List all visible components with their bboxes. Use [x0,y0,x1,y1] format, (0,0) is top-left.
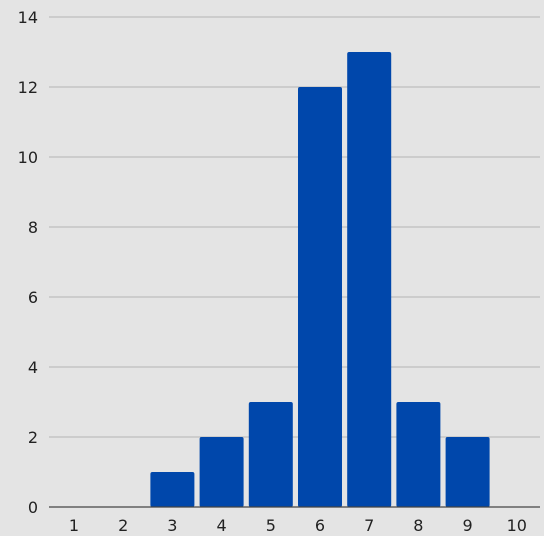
y-axis-ticks: 0 2 4 6 8 10 12 14 [18,8,38,517]
bar-3 [150,472,195,507]
bar-9 [445,437,490,507]
x-tick-label: 7 [364,516,374,535]
x-axis-ticks: 1 2 3 4 5 6 7 8 9 10 [69,516,527,535]
x-tick-label: 6 [315,516,325,535]
y-tick-label: 8 [28,218,38,237]
bar-6 [298,87,342,507]
grid-lines [49,16,540,438]
y-tick-label: 10 [18,148,38,167]
bar-8 [396,402,441,507]
y-tick-label: 14 [18,8,38,27]
bar-5 [248,402,293,507]
y-tick-label: 4 [28,358,38,377]
x-tick-label: 1 [69,516,79,535]
y-tick-label: 0 [28,498,38,517]
x-tick-label: 2 [118,516,128,535]
x-tick-label: 3 [167,516,177,535]
y-tick-label: 6 [28,288,38,307]
bar-7 [347,52,392,507]
bars [150,52,490,507]
x-tick-label: 10 [507,516,527,535]
bar-4 [199,437,244,507]
x-tick-label: 9 [463,516,473,535]
x-tick-label: 5 [266,516,276,535]
x-tick-label: 8 [413,516,423,535]
y-tick-label: 12 [18,78,38,97]
x-tick-label: 4 [217,516,227,535]
y-tick-label: 2 [28,428,38,447]
